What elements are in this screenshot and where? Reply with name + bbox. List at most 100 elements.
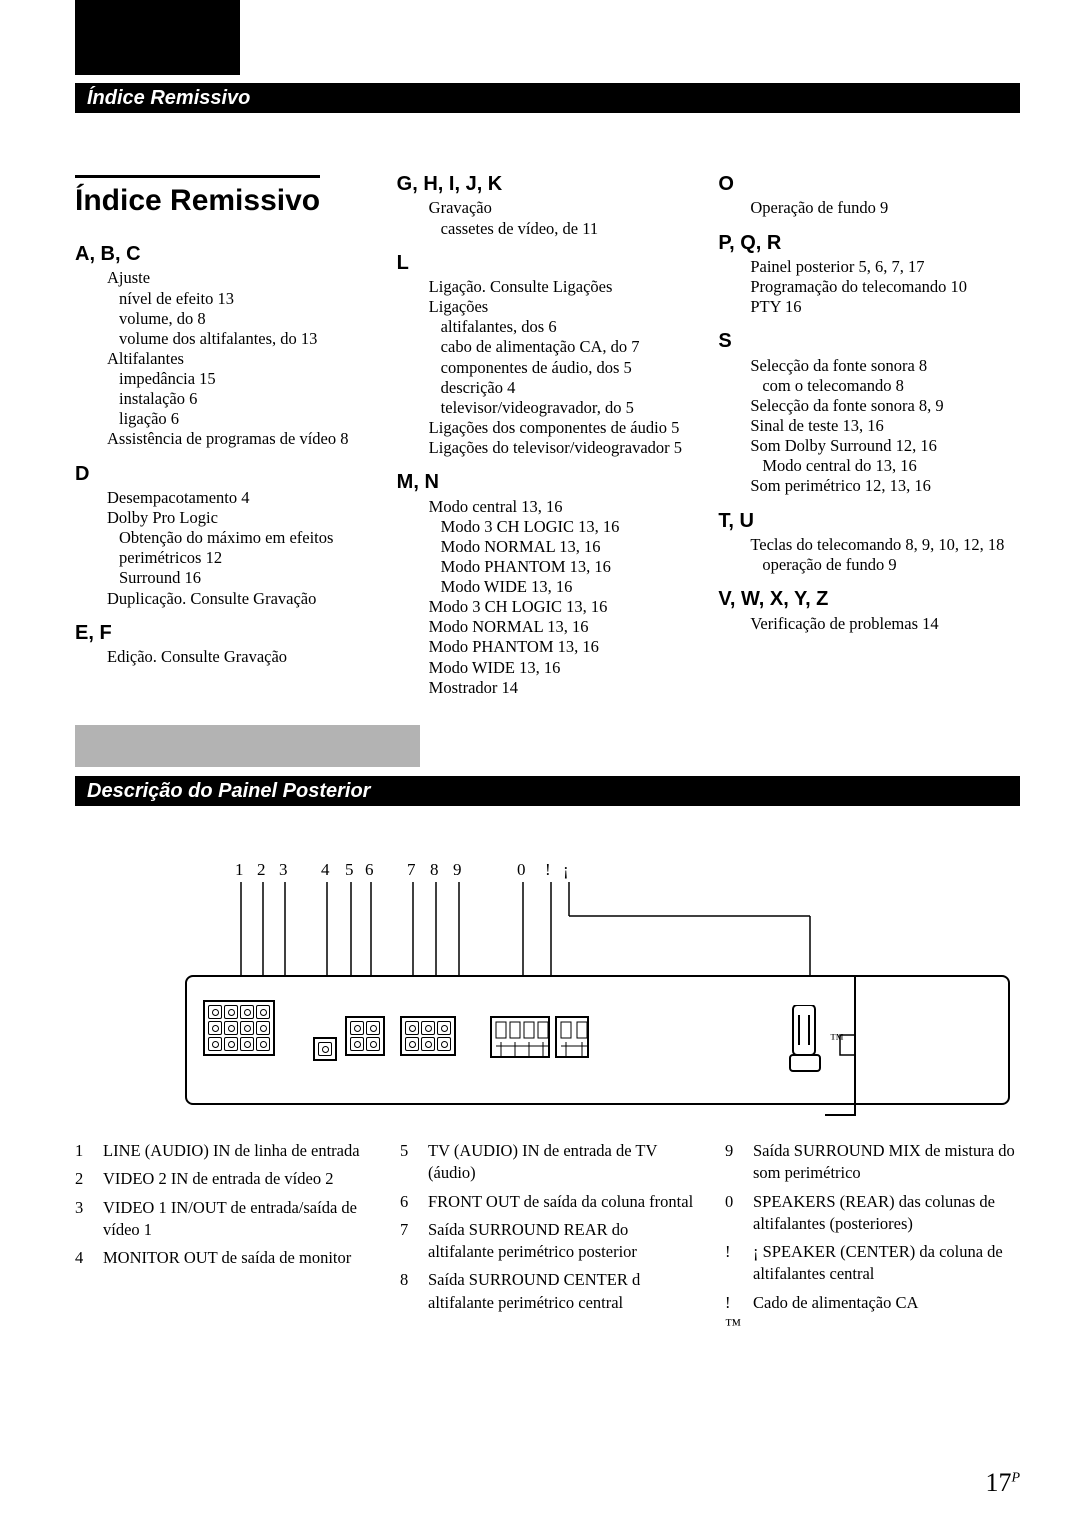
legend-item: 4 MONITOR OUT de saída de monitor <box>75 1247 370 1269</box>
legend-text: ¡ SPEAKER (CENTER) da coluna de altifala… <box>753 1241 1020 1286</box>
index-entry: Programação do telecomando 10 <box>750 277 1020 297</box>
legend-text: VIDEO 2 IN de entrada de vídeo 2 <box>103 1168 333 1190</box>
speaker-terminals-center <box>555 1016 589 1058</box>
index-entry: cassetes de vídeo, de 11 <box>441 219 699 239</box>
index-entry: Modo 3 CH LOGIC 13, 16 <box>429 597 699 617</box>
index-entry: impedância 15 <box>119 369 377 389</box>
index-heading: G, H, I, J, K <box>397 172 699 196</box>
index-entry: televisor/videogravador, do 5 <box>441 398 699 418</box>
index-entry: Modo central 13, 16 <box>429 497 699 517</box>
legend-num: ! <box>725 1241 743 1286</box>
index-entry: Modo 3 CH LOGIC 13, 16 <box>441 517 699 537</box>
legend-num: 0 <box>725 1191 743 1236</box>
index-entry: Selecção da fonte sonora 8 <box>750 356 1020 376</box>
legend-num: 1 <box>75 1140 93 1162</box>
index-entry: nível de efeito 13 <box>119 289 377 309</box>
index-entry: Assistência de programas de vídeo 8 <box>107 429 377 449</box>
header-bar-1: Índice Remissivo <box>75 83 1020 113</box>
index-entry: Sinal de teste 13, 16 <box>750 416 1020 436</box>
legend-text: TV (AUDIO) IN de entrada de TV (áudio) <box>428 1140 695 1185</box>
legend-num: 4 <box>75 1247 93 1269</box>
legend-text: Saída SURROUND CENTER d altifalante peri… <box>428 1269 695 1314</box>
index-heading: A, B, C <box>75 242 377 266</box>
legend-item: 2 VIDEO 2 IN de entrada de vídeo 2 <box>75 1168 370 1190</box>
index-heading: L <box>397 251 699 275</box>
index-entry: Altifalantes <box>107 349 377 369</box>
index-column: A, B, CAjustenível de efeito 13volume, d… <box>75 160 377 698</box>
index-entry: Som perimétrico 12, 13, 16 <box>750 476 1020 496</box>
index-heading: V, W, X, Y, Z <box>718 587 1020 611</box>
chassis-outline <box>185 975 1010 1105</box>
legend-column: 9Saída SURROUND MIX de mistura do som pe… <box>725 1140 1020 1342</box>
index-entry: Modo PHANTOM 13, 16 <box>441 557 699 577</box>
legend-text: MONITOR OUT de saída de monitor <box>103 1247 351 1269</box>
index-column: OOperação de fundo 9P, Q, RPainel poster… <box>718 160 1020 698</box>
top-tab <box>75 0 240 75</box>
legend-item: 5TV (AUDIO) IN de entrada de TV (áudio) <box>400 1140 695 1185</box>
legend-text: Cado de alimentação CA <box>753 1292 918 1337</box>
index-entry: Teclas do telecomando 8, 9, 10, 12, 18 <box>750 535 1020 555</box>
index-entry: Desempacotamento 4 <box>107 488 377 508</box>
jack-block-3 <box>400 1016 456 1056</box>
legend-text: Saída SURROUND MIX de mistura do som per… <box>753 1140 1020 1185</box>
legend-item: 3VIDEO 1 IN/OUT de entrada/saída de víde… <box>75 1197 370 1242</box>
index-grid: A, B, CAjustenível de efeito 13volume, d… <box>75 160 1020 698</box>
index-entry: componentes de áudio, dos 5 <box>441 358 699 378</box>
legend-text: SPEAKERS (REAR) das colunas de altifalan… <box>753 1191 1020 1236</box>
legend-item: 8Saída SURROUND CENTER d altifalante per… <box>400 1269 695 1314</box>
index-entry: Gravação <box>429 198 699 218</box>
index-entry: volume, do 8 <box>119 309 377 329</box>
legend-num: 2 <box>75 1168 93 1190</box>
index-entry: Ligações dos componentes de áudio 5 <box>429 418 699 438</box>
legend-text: VIDEO 1 IN/OUT de entrada/saída de vídeo… <box>103 1197 370 1242</box>
index-heading: P, Q, R <box>718 231 1020 255</box>
legend-item: 7Saída SURROUND REAR do altifalante peri… <box>400 1219 695 1264</box>
index-heading: D <box>75 462 377 486</box>
legend-column: 5TV (AUDIO) IN de entrada de TV (áudio) 6… <box>400 1140 695 1342</box>
index-entry: Dolby Pro Logic <box>107 508 377 528</box>
index-entry: Surround 16 <box>119 568 377 588</box>
legend-num: 5 <box>400 1140 418 1185</box>
index-entry: com o telecomando 8 <box>762 376 1020 396</box>
legend: 1 LINE (AUDIO) IN de linha de entrada 2 VID… <box>75 1140 1020 1342</box>
index-entry: Duplicação. Consulte Gravação <box>107 589 377 609</box>
index-entry: Operação de fundo 9 <box>750 198 1020 218</box>
legend-item: !™Cado de alimentação CA <box>725 1292 1020 1337</box>
index-entry: operação de fundo 9 <box>762 555 1020 575</box>
rear-panel-diagram: 1234567890!¡ <box>215 860 920 1120</box>
index-entry: Modo WIDE 13, 16 <box>429 658 699 678</box>
legend-text: LINE (AUDIO) IN de linha de entrada <box>103 1140 360 1162</box>
legend-item: 9Saída SURROUND MIX de mistura do som pe… <box>725 1140 1020 1185</box>
index-entry: altifalantes, dos 6 <box>441 317 699 337</box>
page-number: 17P <box>985 1468 1020 1498</box>
index-entry: Verificação de problemas 14 <box>750 614 1020 634</box>
legend-text: FRONT OUT de saída da coluna frontal <box>428 1191 693 1213</box>
legend-text: Saída SURROUND REAR do altifalante perim… <box>428 1219 695 1264</box>
index-entry: Modo WIDE 13, 16 <box>441 577 699 597</box>
index-entry: instalação 6 <box>119 389 377 409</box>
speaker-terminals-rear <box>490 1016 550 1058</box>
index-column: G, H, I, J, KGravaçãocassetes de vídeo, … <box>397 160 699 698</box>
index-entry: Som Dolby Surround 12, 16 <box>750 436 1020 456</box>
index-entry: Ligação. Consulte Ligações <box>429 277 699 297</box>
legend-num: 6 <box>400 1191 418 1213</box>
index-entry: Selecção da fonte sonora 8, 9 <box>750 396 1020 416</box>
legend-item: 1 LINE (AUDIO) IN de linha de entrada <box>75 1140 370 1162</box>
index-entry: descrição 4 <box>441 378 699 398</box>
index-entry: cabo de alimentação CA, do 7 <box>441 337 699 357</box>
header-bar-2: Descrição do Painel Posterior <box>75 776 1020 806</box>
index-entry: Obtenção do máximo em efeitos perimétric… <box>119 528 377 568</box>
index-entry: Mostrador 14 <box>429 678 699 698</box>
index-entry: Modo NORMAL 13, 16 <box>429 617 699 637</box>
legend-num: 8 <box>400 1269 418 1314</box>
legend-num: !™ <box>725 1292 743 1337</box>
jack-block-2 <box>345 1016 385 1056</box>
legend-column: 1 LINE (AUDIO) IN de linha de entrada 2 VID… <box>75 1140 370 1342</box>
index-heading: M, N <box>397 470 699 494</box>
index-entry: Modo NORMAL 13, 16 <box>441 537 699 557</box>
index-heading: T, U <box>718 509 1020 533</box>
legend-item: !¡ SPEAKER (CENTER) da coluna de altifal… <box>725 1241 1020 1286</box>
legend-num: 7 <box>400 1219 418 1264</box>
jack-monitor <box>313 1037 337 1061</box>
header-1-title: Índice Remissivo <box>87 87 250 110</box>
